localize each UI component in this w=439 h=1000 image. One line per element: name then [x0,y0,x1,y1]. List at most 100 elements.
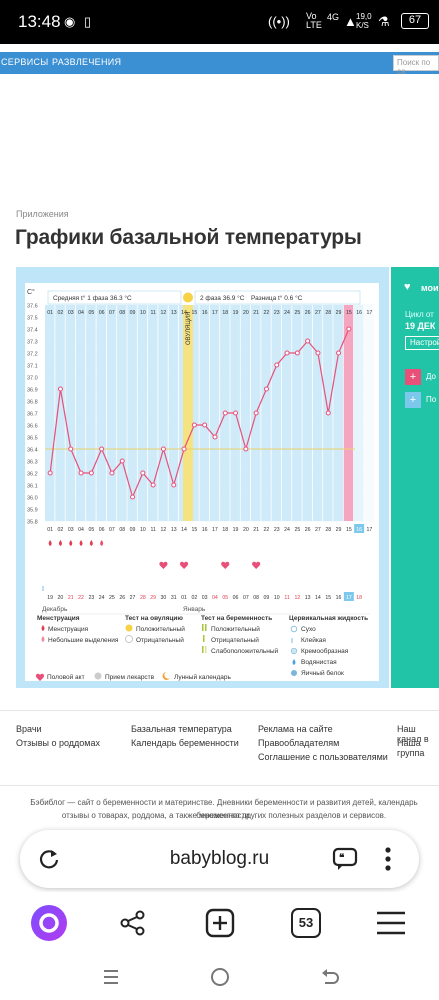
svg-text:Средняя t° 1 фаза 36.3 °C: Средняя t° 1 фаза 36.3 °C [53,294,132,302]
tabs-count-button[interactable]: 53 [291,908,321,938]
day-column[interactable] [333,305,343,521]
day-column[interactable] [117,305,127,521]
temperature-point[interactable] [222,410,228,416]
temperature-point[interactable] [233,410,239,416]
temperature-point[interactable] [171,482,177,488]
day-column[interactable] [55,305,65,521]
calendar-day-label: 27 [130,595,136,601]
day-column[interactable] [240,305,251,521]
day-column[interactable] [343,305,354,521]
temperature-point[interactable] [263,386,269,392]
day-column[interactable] [199,305,210,521]
day-column[interactable] [148,305,158,521]
day-column[interactable] [106,305,117,521]
day-column[interactable] [189,305,199,521]
temperature-point[interactable] [274,362,280,368]
temperature-point[interactable] [284,350,290,356]
temperature-point[interactable] [294,350,300,356]
ovulation-stripe [183,305,193,521]
search-input[interactable]: Поиск по са [393,55,439,76]
temperature-point[interactable] [160,446,166,452]
nav-item-services[interactable]: СЕРВИСЫ [1,57,49,67]
footer-link-group[interactable]: Наша группа [397,738,425,758]
footer-link-basal-temp[interactable]: Базальная температура [131,724,232,734]
more-menu-icon[interactable] [384,846,392,872]
day-column[interactable] [354,305,364,521]
temperature-point[interactable] [346,326,352,332]
day-column[interactable] [312,305,323,521]
day-column[interactable] [65,305,76,521]
temperature-point[interactable] [181,446,187,452]
cycle-day-top: 13 [171,310,177,316]
temperature-point[interactable] [191,422,197,428]
temperature-point[interactable] [68,446,74,452]
reload-icon[interactable] [38,848,60,870]
share-icon[interactable] [119,909,147,937]
temperature-point[interactable] [130,494,136,500]
ovulation-label: ОВУЛЯЦИЯ [186,312,192,345]
system-nav-bar [0,954,439,1000]
y-tick-label: 37.1 [27,364,38,370]
day-column[interactable] [261,305,271,521]
temperature-point[interactable] [325,410,331,416]
day-column[interactable] [292,305,302,521]
day-column[interactable] [168,305,179,521]
day-column[interactable] [271,305,282,521]
add-second-icon[interactable]: + [405,392,421,408]
day-column[interactable] [158,305,168,521]
temperature-point[interactable] [336,350,342,356]
back-icon[interactable] [320,967,340,987]
temperature-point[interactable] [150,482,156,488]
home-icon[interactable] [210,967,230,987]
temperature-point[interactable] [78,470,84,476]
day-column[interactable] [75,305,86,521]
footer-link-maternity-reviews[interactable]: Отзывы о роддомах [16,738,100,748]
footer-link-doctors[interactable]: Врачи [16,724,42,734]
comments-icon[interactable]: ❝ [332,847,358,871]
alice-assistant-icon[interactable] [30,904,68,942]
temperature-point[interactable] [202,422,208,428]
footer-link-channel[interactable]: Наш канал в [397,724,429,744]
temperature-point[interactable] [315,350,321,356]
temperature-point[interactable] [212,434,218,440]
new-tab-icon[interactable] [205,908,235,938]
day-column[interactable] [86,305,96,521]
recent-apps-icon[interactable] [102,968,120,986]
y-tick-label: 36.5 [27,436,38,442]
day-column[interactable] [127,305,137,521]
day-column[interactable] [281,305,292,521]
footer-link-pregnancy-calendar[interactable]: Календарь беременности [131,738,239,748]
breadcrumb[interactable]: Приложения [16,209,69,219]
hamburger-menu-icon[interactable] [376,910,406,936]
cycle-day-label: 28 [325,527,331,533]
browser-url-bar[interactable]: babyblog.ru ❝ [20,830,419,888]
y-unit-label: C° [27,288,35,296]
second-button-label[interactable]: По [426,395,437,404]
temperature-point[interactable] [47,470,53,476]
footer-link-user-agreement[interactable]: Соглашение с пользователями [258,752,388,762]
temperature-point[interactable] [109,470,115,476]
footer-link-advertising[interactable]: Реклама на сайте [258,724,333,734]
day-column[interactable] [137,305,148,521]
temperature-point[interactable] [57,386,63,392]
footer-link-rights-holders[interactable]: Правообладателям [258,738,340,748]
add-button-label[interactable]: До [426,372,436,381]
temperature-point[interactable] [99,446,105,452]
day-column[interactable] [302,305,313,521]
add-entry-icon[interactable]: + [405,369,421,385]
temperature-point[interactable] [88,470,94,476]
url-text[interactable]: babyblog.ru [169,848,270,869]
temperature-point[interactable] [253,410,259,416]
temperature-point[interactable] [305,338,311,344]
cycle-day-label: 22 [264,527,270,533]
day-column[interactable] [364,305,374,521]
nav-item-entertainment[interactable]: РАЗВЛЕЧЕНИЯ [52,57,122,67]
settings-button[interactable]: Настрой [405,336,439,350]
calendar-day-label: 30 [161,595,167,601]
day-column[interactable] [45,305,55,521]
temperature-point[interactable] [140,470,146,476]
day-column[interactable] [209,305,220,521]
day-column[interactable] [96,305,107,521]
temperature-point[interactable] [243,446,249,452]
temperature-point[interactable] [119,458,125,464]
